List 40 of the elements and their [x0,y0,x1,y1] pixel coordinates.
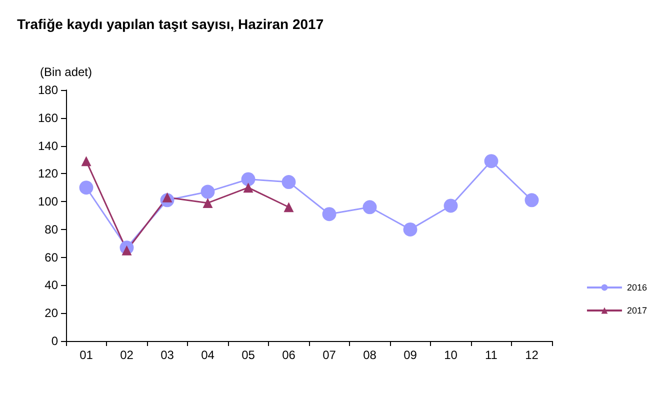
x-tick-label: 03 [160,348,174,362]
y-tick-label: 40 [44,278,58,292]
point [524,193,539,208]
point [79,180,94,195]
x-tick-label: 10 [444,348,458,362]
legend-label: 2017 [626,306,648,316]
point [444,198,458,213]
point [81,156,92,166]
point [362,200,377,214]
x-tick-label: 07 [322,348,336,362]
y-tick-label: 100 [38,194,58,209]
y-axis-title: (Bin adet) [40,65,92,79]
point [282,175,296,190]
x-tick-label: 11 [485,348,498,362]
point [202,198,213,208]
x-tick-label: 02 [120,348,134,362]
x-tick-label: 04 [201,348,215,362]
x-tick-label: 06 [282,348,296,362]
point [403,222,418,236]
y-tick-label: 0 [51,334,58,348]
x-tick-label: 12 [525,348,539,362]
y-tick-label: 20 [44,306,58,320]
y-tick-label: 140 [38,138,58,153]
point [241,172,256,186]
point [284,202,294,212]
y-tick-label: 180 [38,83,58,97]
point [322,207,336,222]
y-tick-label: 120 [38,166,58,181]
point [200,184,215,199]
y-tick-label: 60 [44,250,58,264]
x-tick-label: 01 [80,348,94,362]
y-tick-label: 160 [38,110,58,125]
chart-title: Trafiğe kaydı yapılan taşıt sayısı, Haziran 2017 [17,16,324,32]
x-tick-label: 09 [404,348,418,362]
x-tick-label: 05 [242,348,256,362]
point [243,182,254,193]
y-tick-label: 80 [44,222,58,236]
legend-label: 2016 [626,282,648,292]
x-tick-label: 08 [363,348,377,362]
point [484,154,498,168]
